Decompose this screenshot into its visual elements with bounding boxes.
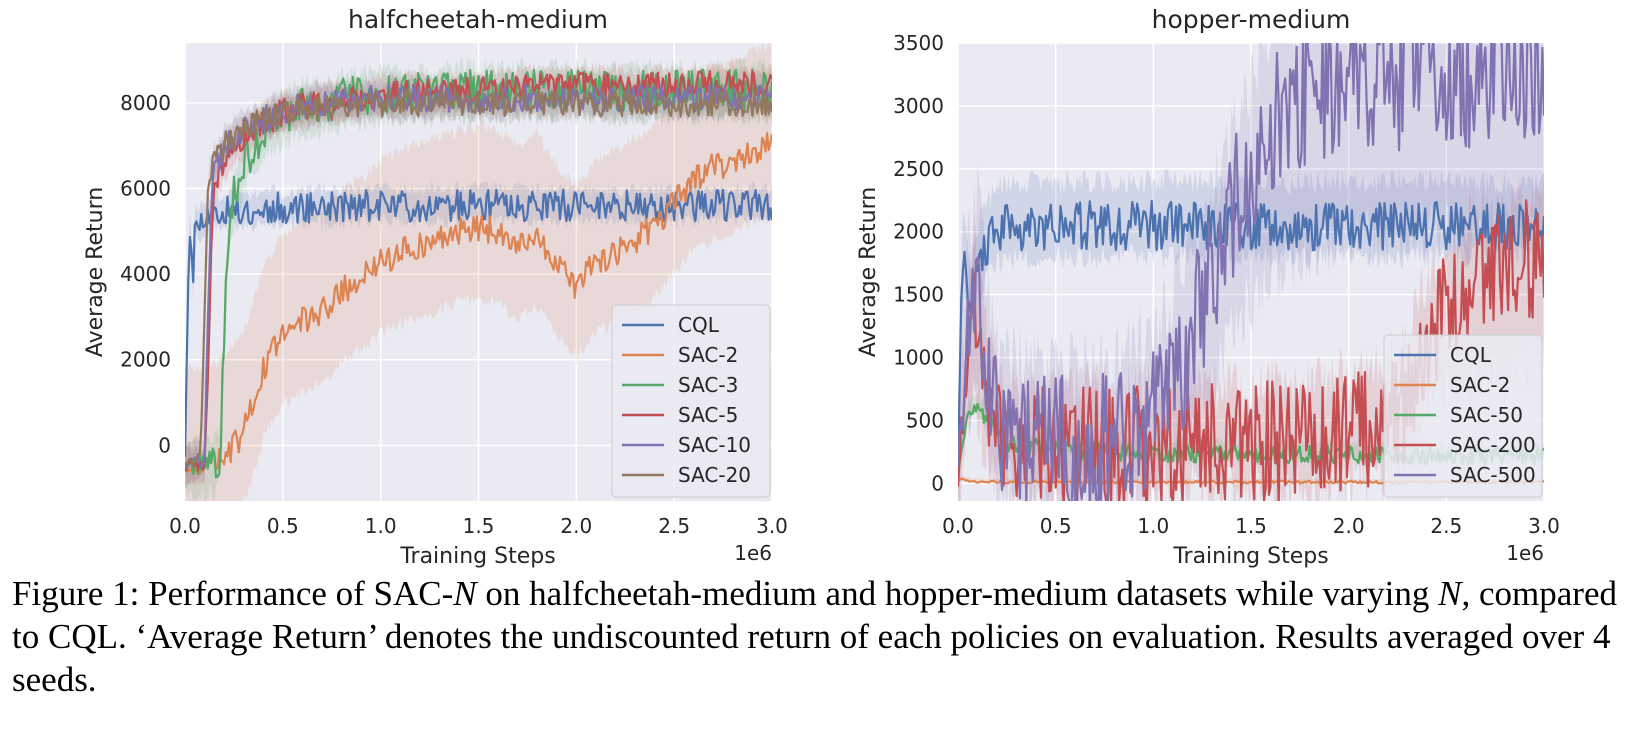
- tick-labels: 0.0 0.5 1.0 1.5 2.0 2.5 3.0 0 2000 4000 6000 8000: [120, 91, 788, 538]
- tick-labels: 0.0 0.5 1.0 1.5 2.0 2.5 3.0 0 500 1000 1500 2000 250…: [893, 31, 1560, 538]
- x-tick-label: 2.0: [1333, 514, 1365, 538]
- caption-part-1: Figure 1: Performance of SAC-: [12, 574, 454, 613]
- y-tick-label: 8000: [120, 91, 171, 115]
- series-line-sac-5: [185, 70, 772, 472]
- y-tick-label: 2000: [120, 348, 171, 372]
- band-sac-10: [185, 72, 772, 485]
- legend-label: SAC-500: [1450, 463, 1536, 487]
- chart-hopper-medium: 0.0 0.5 1.0 1.5 2.0 2.5 3.0 0 500 1000 1500 2000 250…: [856, 5, 1560, 569]
- y-tick-label: 2500: [893, 157, 944, 181]
- y-tick-label: 1500: [893, 283, 944, 307]
- series-line-sac-200: [958, 199, 1544, 501]
- y-axis-label: Average Return: [83, 187, 108, 357]
- y-tick-label: 0: [158, 433, 171, 457]
- x-axis-label: Training Steps: [399, 544, 555, 569]
- x-tick-label: 1.5: [1235, 514, 1267, 538]
- x-tick-label: 3.0: [1528, 514, 1560, 538]
- legend-label: SAC-50: [1450, 403, 1523, 427]
- series-line-cql: [958, 199, 1544, 481]
- caption-var-n: N: [453, 574, 477, 613]
- legend-label: SAC-20: [678, 463, 751, 487]
- series-lines: [185, 68, 772, 479]
- x-tick-label: 1.0: [365, 514, 397, 538]
- legend-label: CQL: [1450, 343, 1492, 367]
- x-tick-label: 0.5: [1040, 514, 1072, 538]
- band-cql: [958, 169, 1544, 501]
- x-tick-label: 0.0: [169, 514, 201, 538]
- x-offset-label: 1e6: [1506, 541, 1544, 565]
- band-sac-2: [185, 43, 772, 501]
- y-axis-label: Average Return: [856, 187, 881, 357]
- y-tick-label: 0: [931, 471, 944, 495]
- series-line-sac-500: [958, 43, 1544, 501]
- legend-label: SAC-2: [1450, 373, 1510, 397]
- y-tick-label: 3500: [893, 31, 944, 55]
- legend: CQL SAC-2 SAC-3 SAC-5 SAC-10 SAC-20: [611, 304, 771, 498]
- y-tick-label: 4000: [120, 262, 171, 286]
- chart-title: hopper-medium: [1152, 5, 1351, 34]
- x-tick-label: 0.0: [942, 514, 974, 538]
- chart-title: halfcheetah-medium: [348, 5, 608, 34]
- x-tick-label: 2.5: [658, 514, 690, 538]
- x-tick-label: 2.5: [1430, 514, 1462, 538]
- series-line-sac-2: [185, 132, 772, 475]
- band-sac-500: [958, 43, 1544, 501]
- legend-box: [611, 304, 771, 498]
- series-line-sac-10: [185, 83, 772, 470]
- legend-label: SAC-5: [678, 403, 738, 427]
- x-tick-label: 1.0: [1137, 514, 1169, 538]
- grid-lines: [184, 43, 773, 501]
- series-line-sac-20: [185, 88, 772, 468]
- caption-part-3: , compared to CQL. ‘Average Return’ deno…: [12, 574, 1617, 699]
- legend-label: CQL: [678, 313, 720, 337]
- y-tick-label: 500: [906, 408, 944, 432]
- figure-caption: Figure 1: Performance of SAC-N on halfch…: [12, 572, 1637, 701]
- legend-label: SAC-3: [678, 373, 738, 397]
- y-tick-label: 6000: [120, 177, 171, 201]
- caption-var-n: N: [1438, 574, 1462, 613]
- chart-halfcheetah-medium: 0.0 0.5 1.0 1.5 2.0 2.5 3.0 0 2000 4000 6000 8000 h…: [83, 5, 788, 569]
- x-offset-label: 1e6: [734, 541, 772, 565]
- legend-label: SAC-10: [678, 433, 751, 457]
- x-tick-label: 1.5: [463, 514, 495, 538]
- caption-part-2: on halfcheetah-medium and hopper-medium …: [476, 574, 1439, 613]
- y-tick-label: 1000: [893, 346, 944, 370]
- y-tick-label: 2000: [893, 220, 944, 244]
- series-line-cql: [185, 188, 772, 457]
- x-tick-label: 3.0: [756, 514, 788, 538]
- legend: CQL SAC-2 SAC-50 SAC-200 SAC-500: [1383, 334, 1543, 498]
- x-tick-label: 0.5: [267, 514, 299, 538]
- legend-label: SAC-200: [1450, 433, 1536, 457]
- legend-box: [1383, 334, 1543, 498]
- x-tick-label: 2.0: [560, 514, 592, 538]
- y-tick-label: 3000: [893, 94, 944, 118]
- legend-label: SAC-2: [678, 343, 738, 367]
- x-axis-label: Training Steps: [1172, 544, 1328, 569]
